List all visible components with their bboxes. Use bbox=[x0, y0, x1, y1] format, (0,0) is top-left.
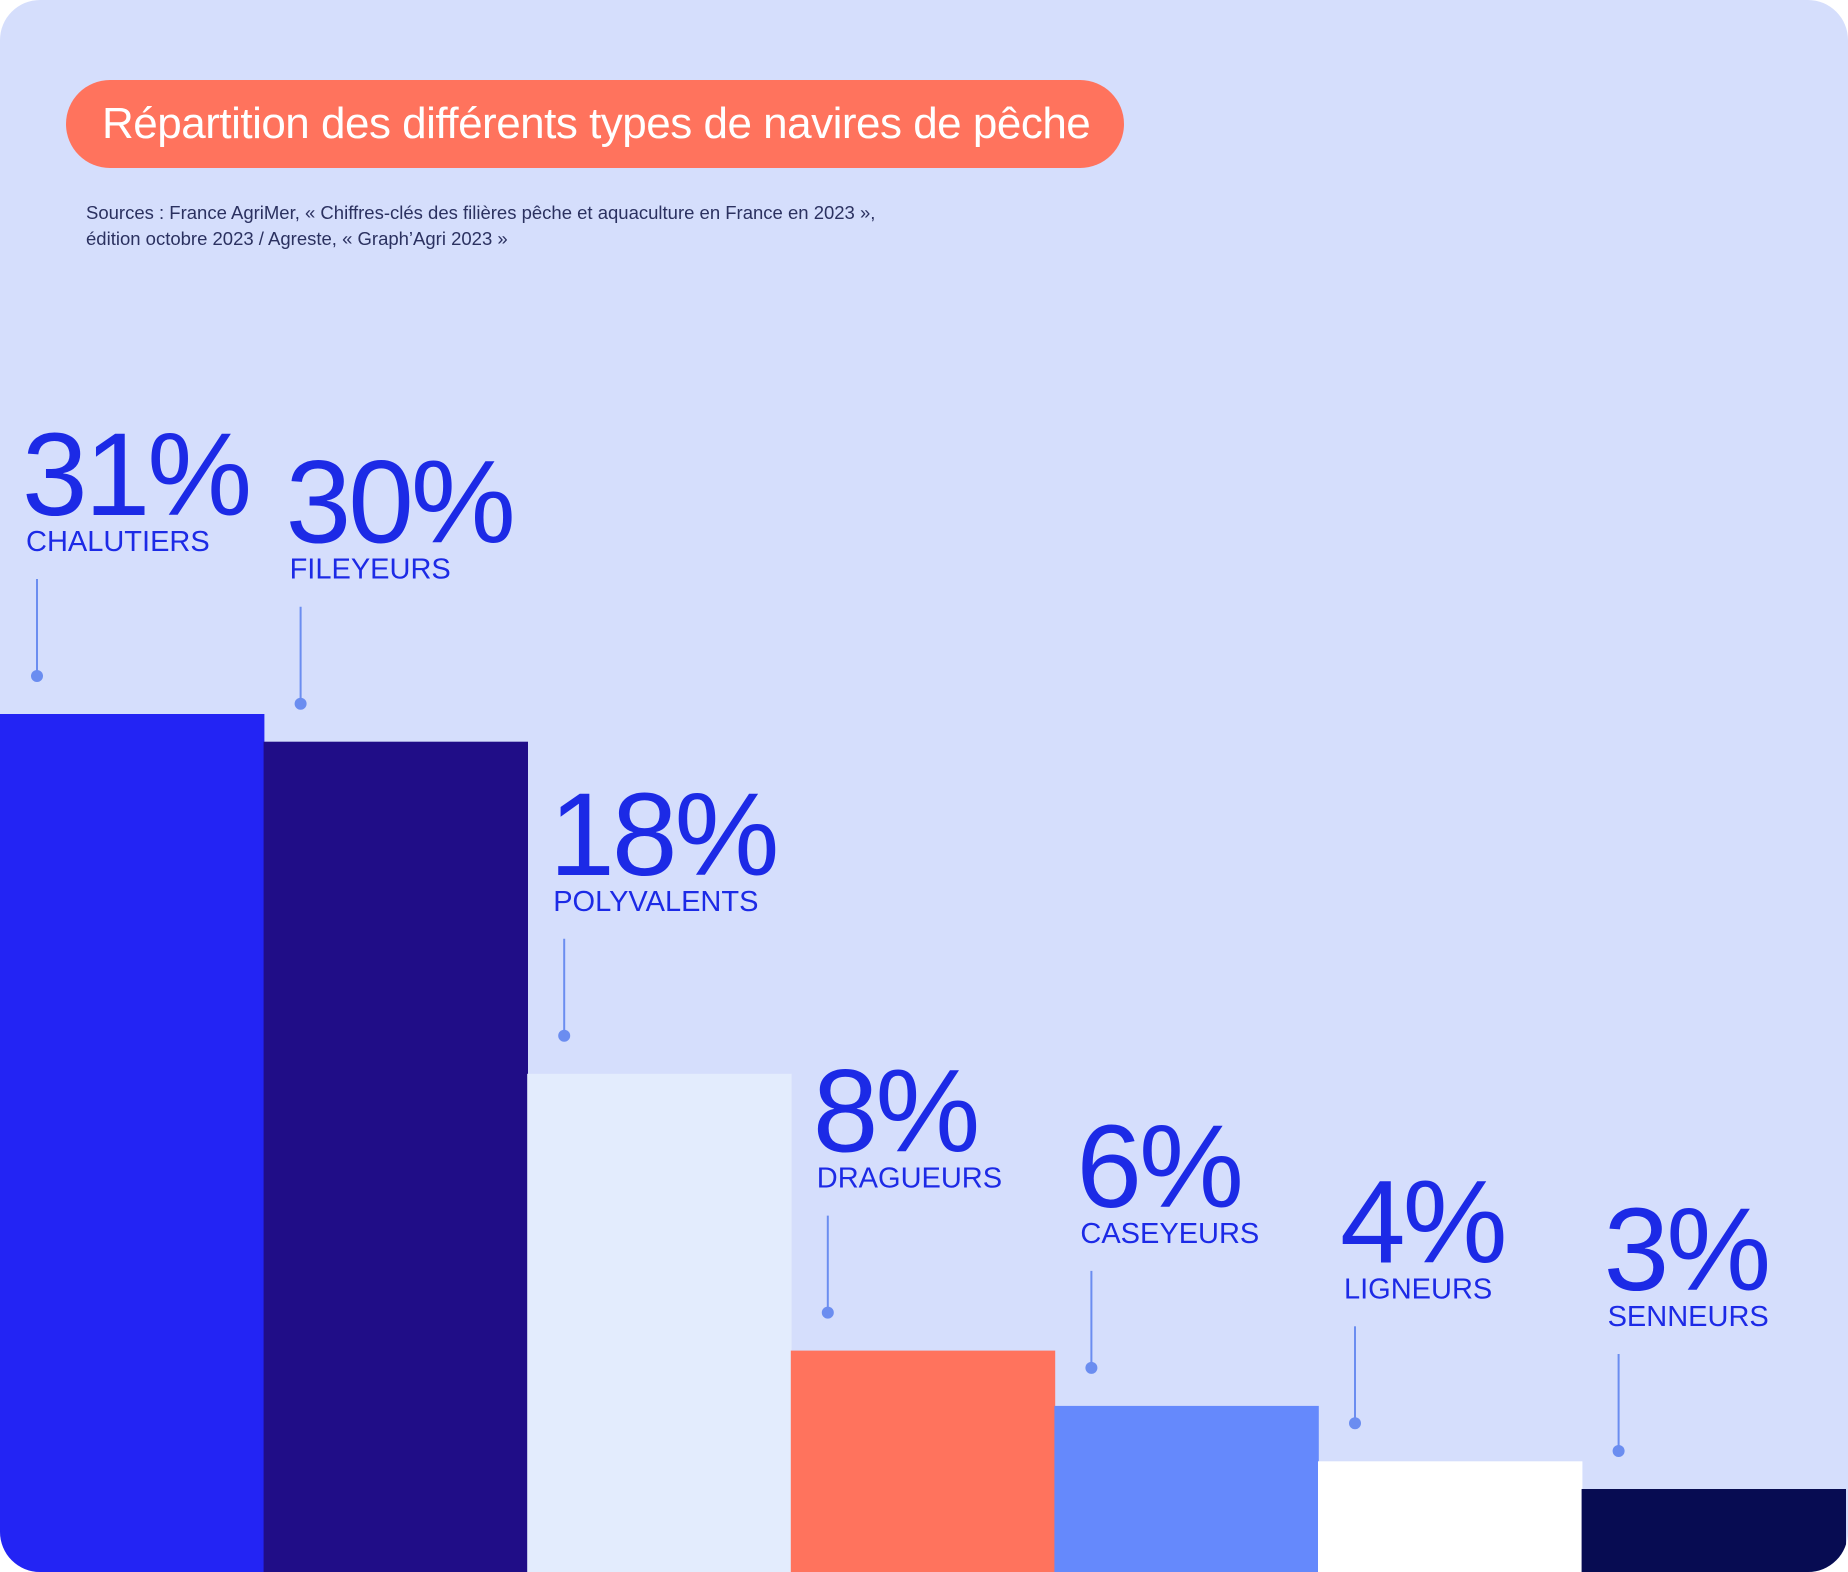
category-label-senneurs: SENNEURS bbox=[1608, 1301, 1769, 1333]
value-label-chalutiers: 31% bbox=[22, 409, 249, 541]
bar-fileyeurs bbox=[263, 741, 528, 1572]
value-label-fileyeurs: 30% bbox=[286, 437, 513, 569]
leader-dot-ligneurs bbox=[1349, 1417, 1361, 1430]
category-label-polyvalents: POLYVALENTS bbox=[553, 886, 758, 918]
bar-dragueurs bbox=[790, 1350, 1056, 1572]
sources-line-1: Sources : France AgriMer, « Chiffres-clé… bbox=[86, 202, 876, 223]
value-label-senneurs: 3% bbox=[1604, 1184, 1769, 1316]
value-label-dragueurs: 8% bbox=[813, 1046, 978, 1178]
leader-dot-polyvalents bbox=[558, 1029, 571, 1042]
leader-dot-fileyeurs bbox=[294, 697, 307, 710]
leader-dot-caseyeurs bbox=[1085, 1361, 1098, 1374]
bar-caseyeurs bbox=[1054, 1405, 1319, 1572]
category-label-fileyeurs: FILEYEURS bbox=[290, 554, 451, 586]
leader-dot-chalutiers bbox=[31, 670, 43, 682]
value-label-caseyeurs: 6% bbox=[1076, 1101, 1241, 1233]
sources-line-2: édition octobre 2023 / Agreste, « Graph’… bbox=[86, 228, 508, 249]
value-label-ligneurs: 4% bbox=[1340, 1156, 1505, 1288]
bar-polyvalents bbox=[527, 1073, 792, 1572]
category-label-dragueurs: DRAGUEURS bbox=[817, 1163, 1002, 1195]
category-label-chalutiers: CHALUTIERS bbox=[26, 526, 210, 558]
sources-note: Sources : France AgriMer, « Chiffres-clé… bbox=[86, 200, 1006, 252]
bar-chalutiers bbox=[0, 714, 265, 1572]
leader-dot-senneurs bbox=[1612, 1445, 1625, 1457]
chart-title: Répartition des différents types de navi… bbox=[66, 80, 1125, 168]
category-label-ligneurs: LIGNEURS bbox=[1344, 1273, 1492, 1305]
bar-senneurs bbox=[1581, 1489, 1846, 1572]
leader-dot-dragueurs bbox=[821, 1306, 834, 1319]
bar-ligneurs bbox=[1318, 1461, 1583, 1572]
value-label-polyvalents: 18% bbox=[549, 769, 776, 901]
category-label-caseyeurs: CASEYEURS bbox=[1080, 1218, 1259, 1250]
